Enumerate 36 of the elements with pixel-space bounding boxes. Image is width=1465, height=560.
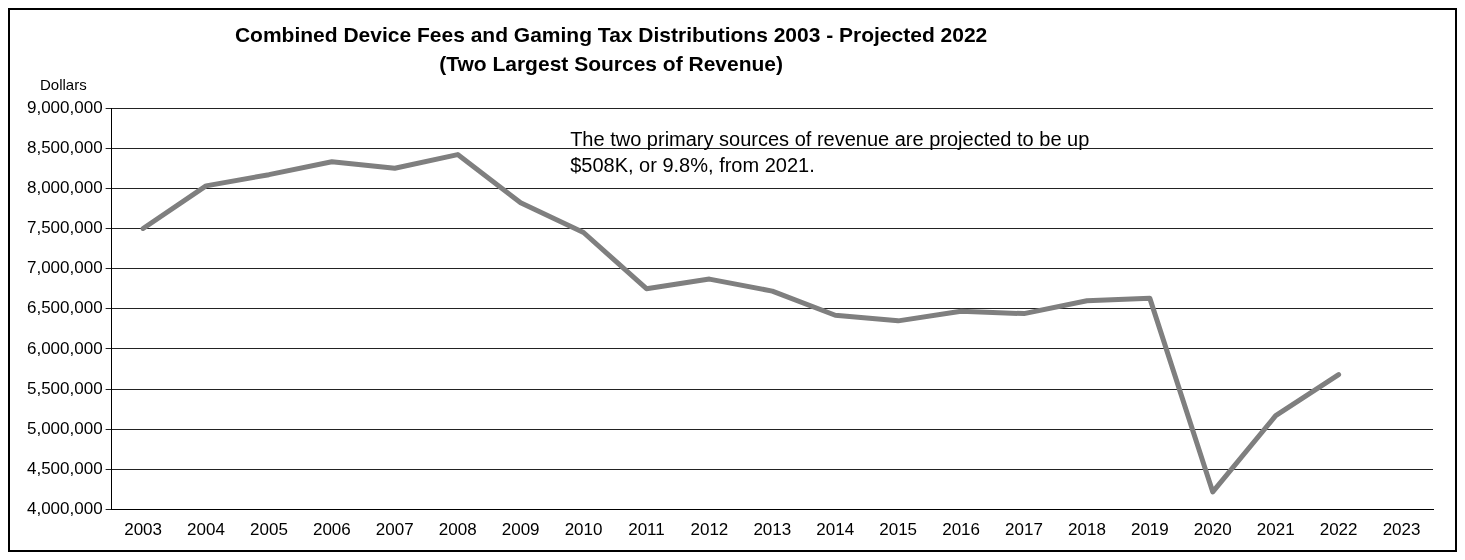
y-tick-label: 7,000,000 [26,258,103,278]
y-tick-label: 5,500,000 [26,378,103,398]
x-tick-label: 2020 [1193,520,1232,540]
x-tick-label: 2016 [942,520,980,540]
x-tick-label: 2005 [250,520,288,540]
x-tick-label: 2013 [753,520,792,540]
x-tick-label: 2023 [1382,520,1421,540]
x-tick-label: 2010 [564,520,603,540]
x-tick-label: 2017 [1005,520,1043,540]
x-tick-label: 2003 [124,520,162,540]
annotation: The two primary sources of revenue are projected to be up $508K, or 9.8%, from 2021. [570,128,1090,176]
text: Combined Device Fees and Gaming Tax Distributions 2003 - Projected 2022 [234,23,988,46]
x-tick-label: 2022 [1319,520,1358,540]
x-tick-label: 2012 [690,520,729,540]
y-tick-label: 7,500,000 [26,218,103,238]
x-tick-label: 2018 [1068,520,1106,540]
y-axis-title: Dollars [40,76,87,93]
x-tick-label: 2008 [438,520,477,540]
text: (Two Largest Sources of Revenue) [439,52,784,75]
x-tick-label: 2014 [816,520,855,540]
y-tick-label: 6,500,000 [26,298,103,318]
x-tick-label: 2004 [187,520,225,540]
x-tick-label: 2015 [879,520,918,540]
y-tick-label: 6,000,000 [26,338,103,358]
x-tick-label: 2007 [375,520,414,540]
x-tick-label: 2021 [1256,520,1295,540]
x-tick-label: 2011 [628,520,665,540]
y-tick-label: 9,000,000 [26,97,103,117]
y-tick-label: 8,000,000 [26,178,103,198]
y-tick-label: 4,000,000 [26,499,103,519]
x-tick-label: 2009 [501,520,540,540]
y-tick-label: 8,500,000 [26,137,103,157]
y-tick-label: 5,000,000 [26,418,103,438]
y-tick-label: 4,500,000 [26,459,103,479]
x-tick-label: 2006 [312,520,351,540]
x-tick-label: 2019 [1130,520,1169,540]
